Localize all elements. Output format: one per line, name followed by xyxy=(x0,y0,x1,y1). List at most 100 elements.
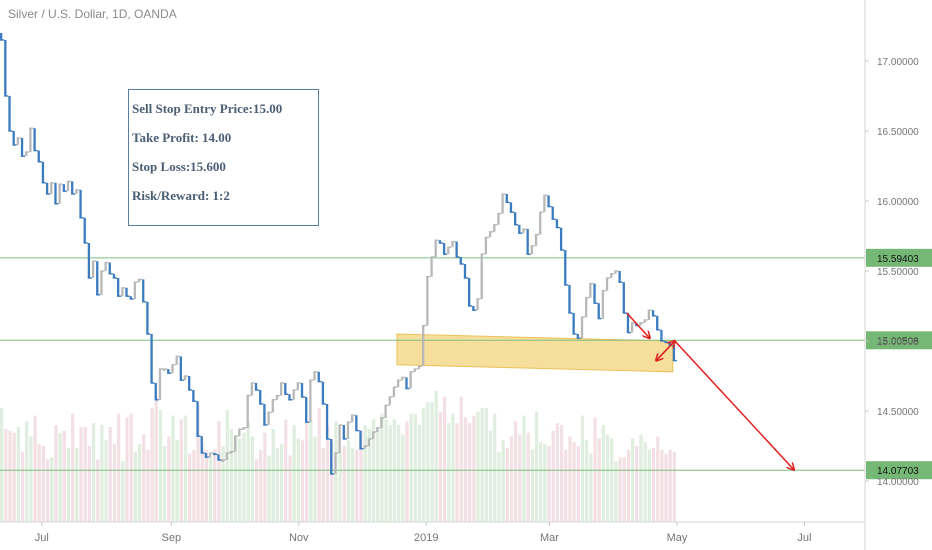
arrow-layer[interactable] xyxy=(626,312,794,470)
price-candle xyxy=(622,282,625,313)
price-candle xyxy=(401,377,404,381)
price-candle xyxy=(543,195,546,213)
price-candle xyxy=(480,254,483,299)
volume-bar xyxy=(171,415,175,522)
volume-bar xyxy=(330,442,334,522)
price-candle xyxy=(137,279,141,283)
price-candle xyxy=(630,322,634,333)
price-candle xyxy=(555,219,559,228)
y-tick-label: 16.00000 xyxy=(877,197,919,208)
volume-bar xyxy=(325,427,330,522)
price-candle xyxy=(25,152,28,157)
volume-layer xyxy=(0,390,677,522)
price-candle xyxy=(413,369,416,372)
volume-bar xyxy=(480,408,484,522)
price-candle xyxy=(54,182,57,204)
volume-bar xyxy=(518,434,522,522)
volume-bar xyxy=(162,446,167,522)
price-candle xyxy=(505,194,508,203)
trade-plan-note[interactable]: Sell Stop Entry Price:15.00 Take Profit:… xyxy=(128,89,319,226)
volume-bar xyxy=(568,436,572,522)
entry-zone-rectangle[interactable] xyxy=(396,333,674,373)
price-candle xyxy=(279,383,283,396)
volume-bar xyxy=(430,402,434,522)
volume-bar xyxy=(643,442,647,522)
projection-arrow[interactable] xyxy=(674,340,794,470)
x-tick-label: Sep xyxy=(162,532,182,544)
volume-bar xyxy=(635,446,639,522)
price-candle xyxy=(175,356,178,365)
volume-bar xyxy=(355,449,359,522)
price-candle xyxy=(459,257,462,264)
volume-bar xyxy=(672,451,677,522)
volume-bar xyxy=(75,447,79,522)
x-tick-label: May xyxy=(667,532,688,544)
price-candle xyxy=(396,380,400,388)
price-candle xyxy=(313,371,316,381)
note-take-profit-line: Take Profit: 14.00 xyxy=(132,130,232,145)
volume-bar xyxy=(580,415,585,522)
volume-bar xyxy=(610,438,614,522)
price-candle xyxy=(359,430,362,449)
volume-bar xyxy=(41,446,46,522)
volume-bar xyxy=(451,413,455,522)
price-candle xyxy=(146,301,149,334)
volume-bar xyxy=(539,442,543,522)
price-candle xyxy=(217,454,220,460)
price-candle xyxy=(129,296,132,299)
volume-bar xyxy=(66,447,71,522)
price-candle xyxy=(108,262,111,274)
price-candle xyxy=(221,460,224,462)
price-candle xyxy=(651,310,655,316)
price-candle xyxy=(58,184,61,204)
volume-bar xyxy=(509,436,514,522)
volume-bar xyxy=(45,459,50,522)
price-candle xyxy=(417,366,421,369)
price-candle xyxy=(246,395,249,428)
volume-bar xyxy=(468,423,472,522)
volume-bar xyxy=(288,455,292,522)
price-candle xyxy=(614,271,617,274)
volume-bar xyxy=(442,396,447,522)
price-candle xyxy=(589,283,592,298)
zone-layer[interactable] xyxy=(396,333,674,373)
price-candle xyxy=(117,278,120,297)
volume-bar xyxy=(618,457,622,522)
price-candle xyxy=(133,282,137,299)
price-candle xyxy=(50,182,53,194)
volume-bar xyxy=(622,457,626,522)
volume-bar xyxy=(405,421,409,522)
projection-arrow-back[interactable] xyxy=(656,340,676,361)
volume-bar xyxy=(263,432,267,522)
volume-bar xyxy=(175,440,179,522)
price-candle xyxy=(200,436,203,453)
price-candle xyxy=(183,376,187,381)
volume-bar xyxy=(626,449,631,522)
volume-bar xyxy=(484,408,488,522)
volume-bar xyxy=(505,447,509,522)
volume-bar xyxy=(559,425,564,522)
price-candle xyxy=(309,380,312,423)
level-price-label: 14.07703 xyxy=(877,466,919,477)
price-candle xyxy=(12,131,15,145)
level-price-tag xyxy=(866,461,932,480)
volume-bar xyxy=(459,396,463,522)
projection-arrow[interactable] xyxy=(626,312,650,338)
volume-bar xyxy=(660,449,664,522)
price-candle xyxy=(79,189,82,218)
volume-bar xyxy=(342,446,346,522)
volume-bar xyxy=(488,430,493,522)
volume-bar xyxy=(234,438,238,522)
price-candle xyxy=(179,356,182,381)
volume-bar xyxy=(213,449,217,522)
note-risk-reward-line: Risk/Reward: 1:2 xyxy=(132,188,230,203)
price-candle xyxy=(484,237,488,255)
price-candle xyxy=(601,290,605,319)
note-entry-line: Sell Stop Entry Price:15.00 xyxy=(132,101,283,116)
volume-bar xyxy=(146,449,150,522)
price-candle xyxy=(171,364,174,374)
volume-bar xyxy=(50,457,54,522)
volume-bar xyxy=(543,444,547,522)
level-price-tag xyxy=(866,248,932,267)
